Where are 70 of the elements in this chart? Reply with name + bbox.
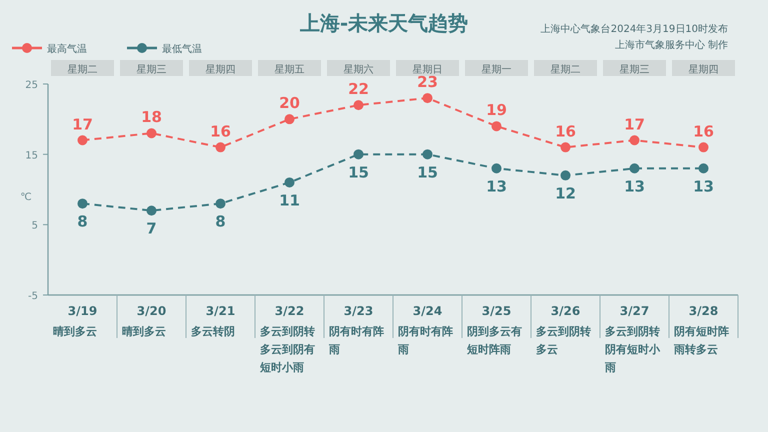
y-tick-label: 5 [32, 220, 38, 232]
text: 星期四 [206, 64, 236, 76]
x-tick-label: 3/19 晴到多云 [53, 304, 98, 338]
x-tick-label: 3/27 多云到阴转阴有短时小雨 [604, 304, 661, 374]
data-label: 12 [555, 184, 576, 202]
point [492, 121, 502, 132]
data-label: 16 [210, 122, 231, 140]
text: 星期六 [344, 64, 374, 76]
data-label: 23 [417, 73, 438, 92]
y-tick-label: 25 [25, 80, 38, 91]
x-tick-label: 3/21 多云转阴 [191, 304, 236, 338]
data-label: 13 [693, 177, 714, 196]
point [354, 149, 364, 160]
data-label: 22 [348, 80, 369, 98]
data-label: 16 [555, 122, 576, 140]
x-tick-label: 3/24 阴有时有阵雨 [397, 304, 453, 356]
y-tick-label: 15 [25, 150, 38, 162]
point [560, 142, 570, 152]
point [78, 198, 88, 209]
point [630, 135, 640, 146]
point [78, 135, 88, 146]
point [284, 177, 294, 188]
point [146, 128, 156, 138]
point [422, 149, 432, 160]
text: 星期四 [688, 64, 718, 76]
text: 星期一 [482, 64, 512, 76]
legend-label: 最高气温 [47, 43, 87, 55]
x-tick-label: 3/25 阴到多云有短时阵雨 [466, 304, 522, 356]
legend-label: 最低气温 [162, 43, 202, 55]
text: 上海市气象服务中心 制作 [614, 39, 728, 51]
point [492, 163, 502, 174]
text: 星期二 [68, 64, 98, 76]
data-label: 11 [279, 191, 300, 210]
point [216, 198, 226, 209]
data-label: 13 [624, 177, 645, 196]
data-label: 17 [624, 115, 645, 134]
point [698, 163, 708, 174]
data-label: 18 [141, 108, 162, 126]
x-tick-label: 3/22 多云到阴转多云到阴有短时小雨 [259, 304, 315, 374]
point [146, 206, 156, 216]
y-axis-title: ℃ [20, 192, 32, 204]
data-label: 15 [348, 163, 369, 182]
data-label: 19 [486, 101, 507, 120]
text: 星期日 [412, 64, 442, 76]
y-tick-label: -5 [28, 291, 38, 302]
x-tick-label: 3/28 阴有短时阵雨转多云 [673, 304, 729, 356]
data-label: 15 [417, 163, 438, 182]
point [422, 93, 432, 104]
point [560, 170, 570, 180]
point [630, 163, 640, 174]
x-tick-label: 3/26 多云到阴转多云 [536, 304, 591, 356]
text: 星期二 [550, 64, 580, 76]
data-label: 13 [486, 177, 507, 196]
point [284, 114, 294, 124]
data-label: 17 [72, 115, 93, 134]
text: 上海中心气象台2024年3月19日10时发布 [540, 23, 728, 35]
data-label: 20 [279, 94, 300, 112]
point [698, 142, 708, 152]
text: 星期三 [620, 64, 650, 76]
text: 星期五 [274, 64, 304, 76]
chart-title: 上海-未来天气趋势 [298, 11, 468, 35]
data-label: 7 [146, 220, 157, 238]
text: 星期三 [136, 64, 166, 76]
data-label: 8 [77, 212, 88, 231]
data-label: 8 [215, 212, 226, 231]
x-tick-label: 3/20 晴到多云 [122, 304, 166, 338]
point [216, 142, 226, 152]
x-tick-label: 3/23 阴有时有阵雨 [328, 304, 384, 356]
point [354, 100, 364, 110]
data-label: 16 [693, 122, 714, 140]
